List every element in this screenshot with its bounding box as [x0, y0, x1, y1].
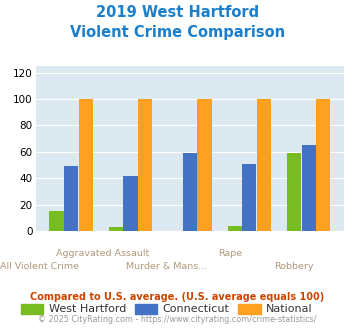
Text: Compared to U.S. average. (U.S. average equals 100): Compared to U.S. average. (U.S. average … [31, 292, 324, 302]
Text: 2019 West Hartford: 2019 West Hartford [96, 5, 259, 20]
Bar [124, 176, 138, 231]
Bar [197, 99, 212, 231]
Text: All Violent Crime: All Violent Crime [0, 262, 78, 271]
Bar [49, 211, 64, 231]
Text: Murder & Mans...: Murder & Mans... [126, 262, 207, 271]
Bar [109, 227, 123, 231]
Bar [257, 99, 271, 231]
Bar [183, 153, 197, 231]
Bar [64, 166, 78, 231]
Bar [78, 99, 93, 231]
Text: Aggravated Assault: Aggravated Assault [56, 249, 149, 258]
Bar [316, 99, 331, 231]
Bar [228, 226, 242, 231]
Text: Rape: Rape [218, 249, 242, 258]
Bar [302, 145, 316, 231]
Text: © 2025 CityRating.com - https://www.cityrating.com/crime-statistics/: © 2025 CityRating.com - https://www.city… [38, 315, 317, 324]
Legend: West Hartford, Connecticut, National: West Hartford, Connecticut, National [16, 299, 317, 319]
Bar [138, 99, 152, 231]
Bar [242, 164, 256, 231]
Text: Violent Crime Comparison: Violent Crime Comparison [70, 25, 285, 40]
Text: Robbery: Robbery [274, 262, 314, 271]
Bar [287, 153, 301, 231]
